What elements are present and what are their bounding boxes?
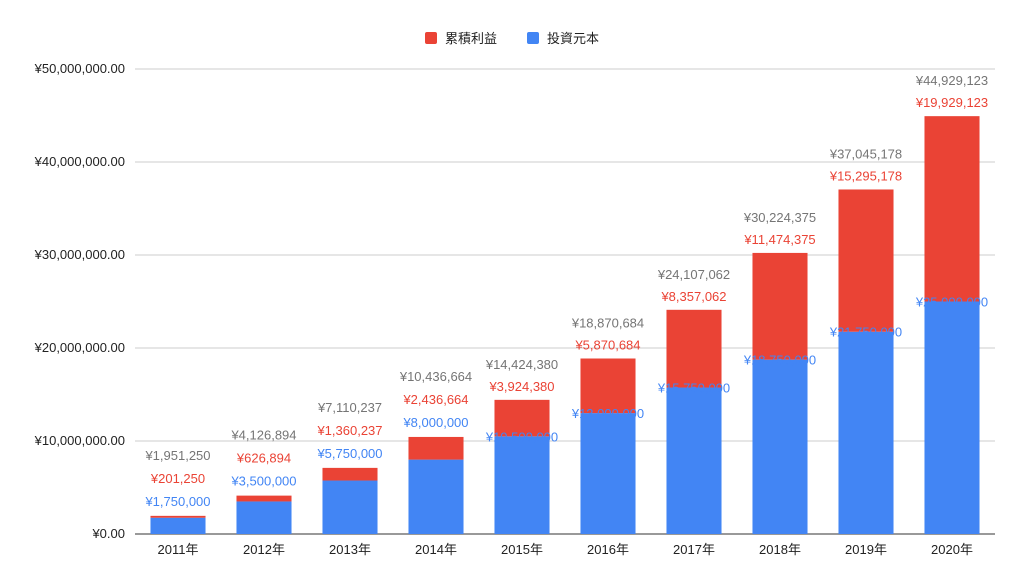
bar-principal	[666, 387, 722, 534]
bar-profit	[494, 399, 550, 437]
data-label-total: ¥30,224,375	[743, 210, 816, 225]
data-label-profit: ¥201,250	[150, 471, 205, 486]
data-label-total: ¥7,110,237	[317, 400, 382, 415]
x-tick-label: 2017年	[673, 542, 715, 557]
x-tick-label: 2012年	[243, 542, 285, 557]
x-tick-label: 2018年	[759, 542, 801, 557]
bar-principal	[322, 480, 378, 534]
data-label-profit: ¥626,894	[236, 451, 291, 466]
x-tick-label: 2015年	[501, 542, 543, 557]
data-labels: ¥1,750,000 ¥201,250 ¥1,951,250 ¥3,500,000 ¥6…	[144, 73, 988, 509]
data-label-principal: ¥21,750,000	[829, 325, 902, 340]
legend-label: 累積利益	[445, 31, 497, 46]
x-tick-label: 2019年	[845, 542, 887, 557]
x-tick-label: 2016年	[587, 542, 629, 557]
data-label-profit: ¥5,870,684	[574, 338, 640, 353]
data-label-profit: ¥3,924,380	[488, 379, 554, 394]
x-tick-label: 2020年	[931, 542, 973, 557]
data-label-principal: ¥5,750,000	[316, 446, 382, 461]
bar-profit	[580, 358, 636, 414]
bar-profit	[322, 467, 378, 481]
x-tick-label: 2014年	[415, 542, 457, 557]
bar-profit	[924, 116, 980, 302]
legend-label: 投資元本	[547, 31, 599, 46]
data-label-profit: ¥19,929,123	[915, 95, 988, 110]
data-label-total: ¥1,951,250	[144, 448, 210, 463]
data-label-total: ¥14,424,380	[485, 357, 558, 372]
bar-principal	[150, 517, 206, 534]
bar-principal	[924, 301, 980, 534]
bar-principal	[494, 436, 550, 534]
data-label-principal: ¥18,750,000	[743, 353, 816, 368]
y-axis: ¥0.00 ¥10,000,000.00 ¥20,000,000.00 ¥30,000…	[34, 61, 125, 541]
x-tick-label: 2013年	[329, 542, 371, 557]
x-axis: 2011年 2012年 2013年 2014年 2015年 2016年 2017年 2018年…	[158, 542, 973, 557]
data-label-profit: ¥11,474,375	[743, 232, 815, 247]
data-label-principal: ¥25,000,000	[915, 295, 988, 310]
bar-principal	[408, 459, 464, 534]
bar-profit	[752, 252, 808, 360]
data-label-total: ¥37,045,178	[829, 146, 902, 161]
data-label-profit: ¥8,357,062	[660, 289, 726, 304]
legend-swatch	[425, 32, 437, 44]
data-label-total: ¥10,436,664	[399, 369, 472, 384]
bar-profit	[150, 515, 206, 518]
data-label-profit: ¥1,360,237	[316, 423, 382, 438]
legend-swatch	[527, 32, 539, 44]
data-label-profit: ¥15,295,178	[829, 168, 902, 183]
bar-profit	[666, 309, 722, 388]
x-tick-label: 2011年	[158, 542, 199, 557]
data-label-profit: ¥2,436,664	[402, 392, 468, 407]
legend: 累積利益 投資元本	[425, 31, 599, 46]
y-tick-label: ¥30,000,000.00	[34, 247, 125, 262]
data-label-total: ¥44,929,123	[915, 73, 988, 88]
data-label-principal: ¥1,750,000	[144, 494, 210, 509]
data-label-total: ¥18,870,684	[571, 316, 644, 331]
bar-profit	[838, 189, 894, 332]
y-tick-label: ¥20,000,000.00	[34, 340, 125, 355]
bar-principal	[838, 331, 894, 534]
data-label-principal: ¥10,500,000	[485, 429, 558, 444]
bar-profit	[408, 436, 464, 460]
y-tick-label: ¥0.00	[91, 526, 125, 541]
bar-principal	[236, 501, 292, 534]
y-tick-label: ¥40,000,000.00	[34, 154, 125, 169]
y-tick-label: ¥50,000,000.00	[34, 61, 125, 76]
bar-principal	[580, 413, 636, 534]
bars	[150, 116, 980, 534]
data-label-principal: ¥15,750,000	[657, 381, 730, 396]
y-tick-label: ¥10,000,000.00	[34, 433, 125, 448]
bar-profit	[236, 495, 292, 502]
data-label-total: ¥4,126,894	[230, 428, 296, 443]
data-label-principal: ¥8,000,000	[402, 415, 468, 430]
data-label-principal: ¥3,500,000	[230, 474, 296, 489]
bar-principal	[752, 359, 808, 534]
data-label-total: ¥24,107,062	[657, 267, 730, 282]
data-label-principal: ¥13,000,000	[571, 406, 644, 421]
